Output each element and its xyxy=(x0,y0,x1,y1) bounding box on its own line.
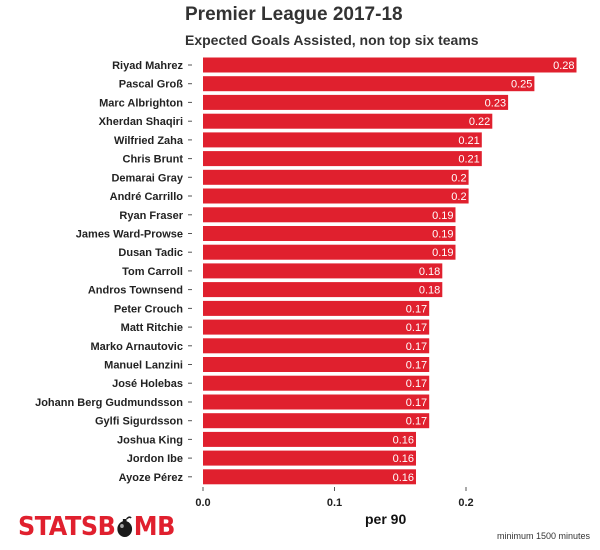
bar-value-label: 0.19 xyxy=(432,229,453,241)
bar-value-label: 0.17 xyxy=(406,378,427,390)
y-tick-label: Andros Townsend xyxy=(88,285,183,297)
y-tick-label: Wilfried Zaha xyxy=(114,135,184,147)
bar xyxy=(203,319,430,335)
logo-text-left: STATSB xyxy=(18,512,116,542)
bar-value-label: 0.22 xyxy=(469,116,490,128)
bar-value-label: 0.17 xyxy=(406,341,427,353)
bar-value-label: 0.2 xyxy=(451,191,466,203)
bar xyxy=(203,338,430,354)
y-tick-label: Marko Arnautovic xyxy=(90,341,183,353)
y-tick-label: Riyad Mahrez xyxy=(112,60,183,72)
chart-subtitle: Expected Goals Assisted, non top six tea… xyxy=(185,32,479,48)
statsbomb-logo: STATSB MB xyxy=(18,512,175,542)
y-tick-label: James Ward-Prowse xyxy=(76,229,183,241)
x-axis-label: per 90 xyxy=(365,511,407,527)
bar xyxy=(203,375,430,391)
bar xyxy=(203,188,469,204)
y-tick-label: Pascal Groß xyxy=(119,79,183,91)
bar xyxy=(203,226,456,241)
bar-value-label: 0.17 xyxy=(406,360,427,372)
bar xyxy=(203,450,416,466)
bar xyxy=(203,76,535,92)
y-tick-label: José Holebas xyxy=(112,378,183,390)
bar-value-label: 0.17 xyxy=(406,397,427,409)
y-tick-label: Demarai Gray xyxy=(111,172,183,184)
bar-value-label: 0.21 xyxy=(458,135,479,147)
logo-text-right: MB xyxy=(133,512,176,542)
bar-value-label: 0.19 xyxy=(432,247,453,259)
bar-value-label: 0.17 xyxy=(406,416,427,428)
bar xyxy=(203,394,430,410)
bar xyxy=(203,357,430,372)
y-tick-label: Joshua King xyxy=(117,434,183,446)
bar-value-label: 0.16 xyxy=(393,472,414,484)
bar xyxy=(203,113,493,129)
bar-value-label: 0.17 xyxy=(406,303,427,315)
y-tick-label: Ryan Fraser xyxy=(119,210,183,222)
bar xyxy=(203,431,416,447)
bar xyxy=(203,132,482,148)
chart-title: Premier League 2017-18 xyxy=(185,4,403,25)
y-tick-label: Dusan Tadic xyxy=(118,247,183,259)
bar-value-label: 0.19 xyxy=(432,210,453,222)
y-tick-label: André Carrillo xyxy=(110,191,184,203)
x-tick-label: 0.1 xyxy=(327,497,342,509)
bar-value-label: 0.21 xyxy=(458,154,479,166)
bar xyxy=(203,413,430,429)
footnote: minimum 1500 minutes xyxy=(496,531,590,541)
bar-value-label: 0.16 xyxy=(393,434,414,446)
bar-value-label: 0.17 xyxy=(406,322,427,334)
y-tick-label: Jordon Ibe xyxy=(127,453,183,465)
y-tick-label: Xherdan Shaqiri xyxy=(99,116,183,128)
bar xyxy=(203,469,416,485)
y-tick-label: Gylfi Sigurdsson xyxy=(95,416,183,428)
x-tick-label: 0.2 xyxy=(458,497,473,509)
bar xyxy=(203,263,443,279)
y-tick-label: Ayoze Pérez xyxy=(119,472,184,484)
bar xyxy=(203,151,482,167)
bar-value-label: 0.28 xyxy=(553,60,574,72)
x-tick-label: 0.0 xyxy=(195,497,210,509)
y-tick-label: Chris Brunt xyxy=(123,154,184,166)
bar xyxy=(203,94,509,110)
bar-value-label: 0.25 xyxy=(511,79,532,91)
y-tick-label: Johann Berg Gudmundsson xyxy=(35,397,183,409)
bar-value-label: 0.18 xyxy=(419,285,440,297)
y-tick-label: Tom Carroll xyxy=(122,266,183,278)
bar xyxy=(203,169,469,185)
bar-value-label: 0.23 xyxy=(485,97,506,109)
bar xyxy=(203,207,456,223)
y-tick-label: Matt Ritchie xyxy=(121,322,183,334)
bar xyxy=(203,244,456,260)
bar xyxy=(203,300,430,316)
bar-value-label: 0.2 xyxy=(451,172,466,184)
bar-value-label: 0.16 xyxy=(393,453,414,465)
bar-value-label: 0.18 xyxy=(419,266,440,278)
y-tick-label: Manuel Lanzini xyxy=(104,360,183,372)
bar xyxy=(203,57,577,73)
y-tick-label: Marc Albrighton xyxy=(99,97,183,109)
y-tick-label: Peter Crouch xyxy=(114,303,183,315)
bar xyxy=(203,282,443,298)
bomb-icon xyxy=(115,512,133,542)
